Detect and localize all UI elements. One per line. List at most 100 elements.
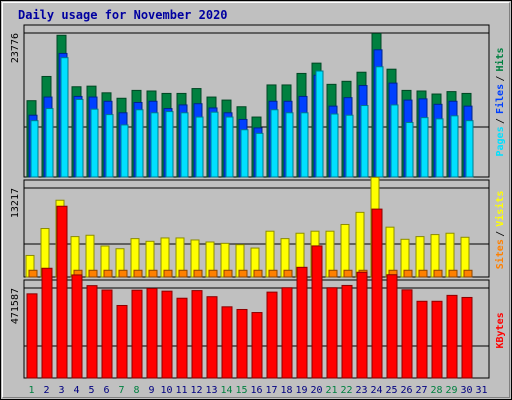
legend-hits: Hits bbox=[494, 47, 506, 71]
bar-sites-day-6 bbox=[103, 269, 113, 278]
bar-sites-day-28 bbox=[433, 269, 443, 278]
bar-kbytes-day-19 bbox=[296, 266, 308, 379]
bar-kbytes-day-17 bbox=[266, 291, 278, 379]
bar-pages-day-2 bbox=[45, 108, 54, 178]
bar-sites-day-14 bbox=[223, 269, 233, 278]
y-tick-label: 23776 bbox=[10, 33, 21, 63]
bar-sites-day-29 bbox=[448, 269, 458, 278]
bar-pages-day-12 bbox=[195, 116, 204, 178]
x-tick-label: 15 bbox=[235, 385, 247, 396]
x-tick-label: 11 bbox=[175, 385, 187, 396]
x-tick-label: 24 bbox=[370, 385, 382, 396]
bar-kbytes-day-10 bbox=[161, 290, 173, 379]
y-tick-label: 13217 bbox=[10, 188, 21, 218]
bar-sites-day-11 bbox=[178, 269, 188, 278]
legend-separator: / bbox=[495, 75, 506, 81]
bar-pages-day-11 bbox=[180, 112, 189, 178]
bar-sites-day-7 bbox=[118, 269, 128, 278]
x-tick-label: 25 bbox=[385, 385, 397, 396]
bar-sites-day-5 bbox=[88, 269, 98, 278]
bar-kbytes-day-29 bbox=[446, 294, 458, 379]
x-tick-label: 6 bbox=[103, 385, 109, 396]
bar-kbytes-day-9 bbox=[146, 287, 158, 379]
x-tick-label: 20 bbox=[310, 385, 322, 396]
x-tick-label: 5 bbox=[88, 385, 94, 396]
bar-pages-day-30 bbox=[465, 120, 474, 178]
bar-kbytes-day-27 bbox=[416, 300, 428, 379]
bar-kbytes-day-3 bbox=[56, 205, 68, 379]
legend-sites: Sites bbox=[494, 239, 506, 269]
bar-kbytes-day-30 bbox=[461, 296, 473, 379]
x-tick-label: 4 bbox=[73, 385, 79, 396]
legend-separator: / bbox=[495, 231, 506, 237]
bar-pages-day-5 bbox=[90, 108, 99, 178]
bar-pages-day-24 bbox=[375, 66, 384, 178]
x-tick-label: 13 bbox=[205, 385, 217, 396]
bar-sites-day-22 bbox=[343, 269, 353, 278]
bar-kbytes-day-25 bbox=[386, 274, 398, 379]
bar-pages-day-28 bbox=[435, 118, 444, 178]
x-tick-label: 3 bbox=[58, 385, 64, 396]
legend-pages: Pages bbox=[495, 126, 506, 156]
bar-pages-day-3 bbox=[60, 57, 69, 178]
bar-pages-day-10 bbox=[165, 111, 174, 178]
bar-pages-day-27 bbox=[420, 117, 429, 178]
bar-kbytes-day-1 bbox=[26, 293, 38, 379]
bar-kbytes-day-14 bbox=[221, 306, 233, 379]
x-tick-label: 9 bbox=[148, 385, 154, 396]
x-tick-label: 14 bbox=[220, 385, 232, 396]
x-tick-label: 23 bbox=[355, 385, 367, 396]
bar-pages-day-17 bbox=[270, 109, 279, 178]
bar-kbytes-day-20 bbox=[311, 245, 323, 379]
legend-kbytes: KBytes bbox=[495, 312, 506, 348]
bar-kbytes-day-26 bbox=[401, 289, 413, 379]
bar-kbytes-day-21 bbox=[326, 287, 338, 379]
bar-pages-day-15 bbox=[240, 129, 249, 178]
bar-sites-day-9 bbox=[148, 269, 158, 278]
bar-sites-day-15 bbox=[238, 269, 248, 278]
x-tick-label: 22 bbox=[340, 385, 352, 396]
bar-pages-day-26 bbox=[405, 121, 414, 178]
bar-sites-day-16 bbox=[253, 269, 263, 278]
x-tick-label: 27 bbox=[415, 385, 427, 396]
bar-visits-day-25 bbox=[385, 226, 395, 278]
bar-sites-day-21 bbox=[328, 269, 338, 278]
bar-pages-day-20 bbox=[315, 70, 324, 178]
x-tick-label: 8 bbox=[133, 385, 139, 396]
x-tick-label: 30 bbox=[460, 385, 472, 396]
x-tick-label: 2 bbox=[43, 385, 49, 396]
bar-sites-day-12 bbox=[193, 269, 203, 278]
bar-sites-day-10 bbox=[163, 269, 173, 278]
bar-sites-day-18 bbox=[283, 269, 293, 278]
bar-pages-day-23 bbox=[360, 105, 369, 178]
bar-pages-day-7 bbox=[120, 124, 129, 178]
x-tick-label: 1 bbox=[28, 385, 34, 396]
x-tick-label: 7 bbox=[118, 385, 124, 396]
bar-sites-day-30 bbox=[463, 269, 473, 278]
bar-sites-day-26 bbox=[403, 269, 413, 278]
bar-sites-day-27 bbox=[418, 269, 428, 278]
legend-files: Files bbox=[494, 84, 506, 114]
bar-kbytes-day-16 bbox=[251, 312, 263, 379]
bar-pages-day-16 bbox=[255, 132, 264, 178]
x-tick-label: 28 bbox=[430, 385, 442, 396]
bar-visits-day-23 bbox=[355, 211, 365, 278]
x-tick-label: 19 bbox=[295, 385, 307, 396]
bar-kbytes-day-18 bbox=[281, 287, 293, 379]
bar-sites-day-13 bbox=[208, 269, 218, 278]
x-tick-label: 26 bbox=[400, 385, 412, 396]
bar-pages-day-29 bbox=[450, 115, 459, 178]
x-tick-label: 18 bbox=[280, 385, 292, 396]
bar-kbytes-day-4 bbox=[71, 274, 83, 379]
x-tick-label: 21 bbox=[325, 385, 337, 396]
bar-kbytes-day-24 bbox=[371, 208, 383, 379]
bar-visits-day-22 bbox=[340, 223, 350, 278]
legend-visits: Visits bbox=[494, 191, 506, 227]
bar-kbytes-day-7 bbox=[116, 304, 128, 379]
bar-pages-day-18 bbox=[285, 112, 294, 178]
y-tick-label: 471587 bbox=[10, 288, 21, 324]
chart-title: Daily usage for November 2020 bbox=[18, 8, 228, 22]
bar-sites-day-8 bbox=[133, 269, 143, 278]
x-tick-label: 31 bbox=[475, 385, 487, 396]
